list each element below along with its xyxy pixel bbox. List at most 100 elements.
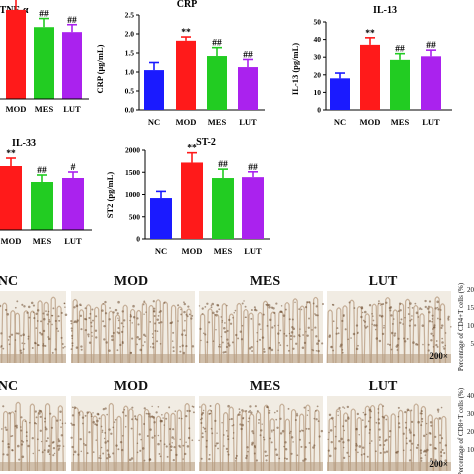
bar-nc	[144, 70, 164, 110]
stained-cell	[88, 431, 91, 434]
y-ticks: 0 500 1000 1500 2000	[125, 146, 145, 244]
villus-shape	[13, 312, 21, 364]
stained-cell	[121, 341, 124, 345]
magnification-label: 200×	[429, 351, 448, 361]
stained-cell	[71, 337, 74, 340]
stained-cell	[430, 332, 433, 335]
stained-cell	[117, 319, 120, 322]
stained-cell	[383, 325, 385, 327]
stained-cell	[397, 337, 400, 340]
stained-cell	[180, 313, 183, 316]
stained-cell	[362, 319, 365, 322]
stained-cell	[290, 452, 293, 455]
stained-cell	[81, 416, 85, 419]
villus-shape	[127, 408, 135, 472]
stained-cell	[250, 411, 253, 414]
stained-cell	[7, 442, 10, 446]
stained-cell	[334, 447, 337, 450]
y-ticks: 0.0 0.5 1.0 1.5 2.0 2.5	[125, 11, 139, 115]
side-axis: Percentage of CD4+T cells (%) 20 15 10 5	[457, 282, 474, 371]
bar-mod	[6, 9, 26, 99]
stained-cell	[234, 457, 238, 460]
stained-cell	[158, 311, 161, 314]
stained-cell	[201, 313, 204, 315]
stained-cell	[52, 307, 55, 310]
stained-cell	[140, 438, 142, 441]
stained-cell	[426, 307, 430, 310]
stained-cell	[302, 459, 305, 462]
stained-cell	[306, 301, 309, 304]
stained-cell	[258, 323, 261, 326]
y-axis-label: CRP (μg/mL)	[95, 44, 105, 93]
y-tick-label: 1000	[125, 190, 140, 199]
stained-cell	[285, 457, 288, 460]
stained-cell	[44, 427, 48, 431]
stained-cell	[397, 415, 400, 418]
stained-cell	[135, 418, 138, 421]
stained-cell	[151, 405, 153, 408]
stained-cell	[34, 410, 37, 413]
significance-label: **	[187, 144, 197, 154]
stained-cell	[136, 343, 138, 346]
stained-cell	[317, 349, 320, 353]
stained-cell	[202, 426, 205, 429]
stained-cell	[328, 334, 332, 337]
stained-cell	[227, 453, 230, 456]
stained-cell	[404, 421, 407, 424]
stained-cell	[377, 418, 380, 421]
stained-cell	[291, 326, 294, 329]
stained-cell	[400, 318, 403, 321]
stained-cell	[92, 451, 95, 454]
villus-shape	[154, 299, 162, 364]
stained-cell	[289, 430, 292, 433]
muscle-layer	[327, 462, 451, 471]
stained-cell	[294, 418, 297, 422]
stained-cell	[77, 453, 80, 456]
stained-cell	[91, 331, 93, 334]
stained-cell	[162, 417, 164, 419]
stained-cell	[356, 412, 359, 416]
stained-cell	[152, 300, 155, 303]
stained-cell	[264, 454, 267, 457]
stained-cell	[248, 417, 251, 420]
stained-cell	[114, 308, 118, 312]
stained-cell	[315, 305, 318, 308]
stained-cell	[347, 417, 350, 420]
stained-cell	[56, 445, 59, 447]
stained-cell	[112, 426, 115, 429]
y-tick-label: 1.0	[125, 68, 135, 77]
stained-cell	[402, 323, 404, 325]
stained-cell	[251, 443, 254, 446]
stained-cell	[368, 408, 372, 412]
stained-cell	[14, 425, 17, 427]
stained-cell	[72, 454, 75, 456]
villus-shape	[368, 404, 377, 472]
stained-cell	[129, 351, 133, 355]
stained-cell	[105, 341, 108, 344]
stained-cell	[155, 411, 158, 414]
stained-cell	[153, 322, 157, 325]
tissue-image-nc	[0, 396, 66, 471]
stained-cell	[173, 438, 175, 440]
stained-cell	[342, 315, 345, 318]
stained-cell	[88, 316, 91, 320]
stained-cell	[0, 332, 3, 335]
stained-cell	[60, 311, 63, 315]
significance-label: **	[6, 149, 16, 159]
stained-cell	[284, 308, 287, 311]
villus-shape	[363, 313, 371, 364]
x-tick-label: LUT	[64, 236, 82, 246]
stained-cell	[317, 339, 321, 343]
stained-cell	[247, 420, 250, 423]
stained-cell	[363, 310, 367, 314]
stained-cell	[64, 422, 67, 424]
x-tick-label: MOD	[1, 236, 22, 246]
stained-cell	[214, 313, 217, 316]
stained-cell	[417, 420, 420, 424]
stained-cell	[138, 338, 141, 341]
tissue-texture	[0, 401, 67, 472]
stained-cell	[71, 445, 74, 449]
stained-cell	[143, 333, 146, 337]
stained-cell	[62, 445, 65, 447]
stained-cell	[287, 407, 290, 410]
